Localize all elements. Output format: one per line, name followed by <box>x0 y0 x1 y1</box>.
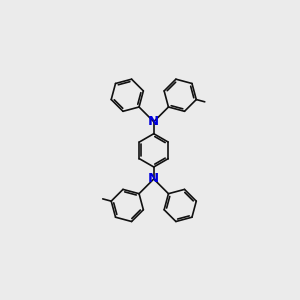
Text: N: N <box>148 172 159 185</box>
Text: N: N <box>148 115 159 128</box>
